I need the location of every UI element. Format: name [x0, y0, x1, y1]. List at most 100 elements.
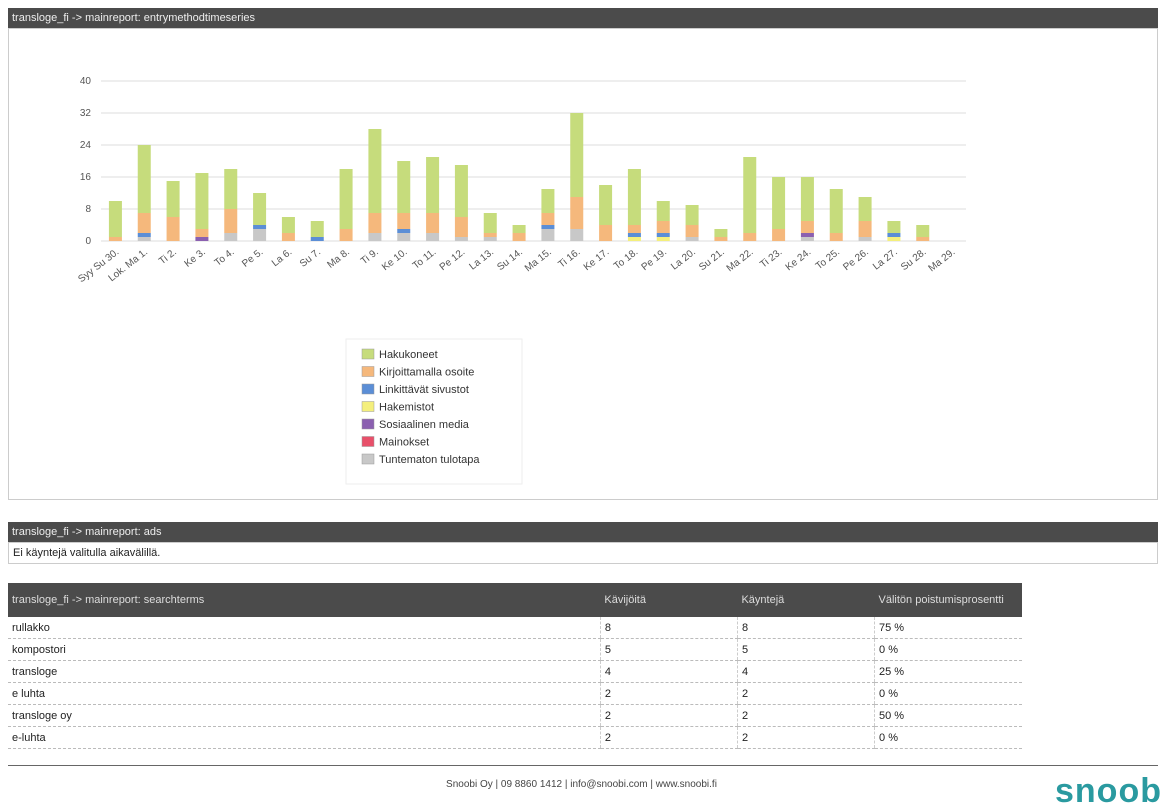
- bar-segment: [858, 237, 872, 241]
- table-cell: e-luhta: [8, 726, 601, 749]
- x-tick-label: To 25.: [814, 247, 842, 272]
- bar-segment: [627, 169, 641, 225]
- bar-segment: [253, 225, 267, 229]
- table-row: e-luhta 2 2 0 %: [8, 726, 1022, 749]
- bar-segment: [368, 213, 382, 233]
- header-cell: Kävijöitä: [600, 583, 738, 617]
- x-tick-label: Pe 5.: [240, 247, 265, 270]
- header-cell: Käyntejä: [737, 583, 875, 617]
- table-cell: rullakko: [8, 617, 601, 639]
- table-row: e luhta 2 2 0 %: [8, 682, 1022, 705]
- bar-segment: [772, 177, 786, 229]
- table-cell: 50 %: [874, 704, 1022, 727]
- bar-segment: [512, 225, 526, 233]
- bar-segment: [426, 157, 440, 213]
- table-cell: 4: [599, 660, 738, 683]
- bar-segment: [224, 209, 238, 233]
- y-tick-label: 0: [85, 236, 91, 247]
- bar-segment: [108, 201, 122, 237]
- x-tick-label: Pe 19.: [640, 247, 670, 273]
- table-cell: transloge oy: [8, 704, 601, 727]
- table-cell: e luhta: [8, 682, 601, 705]
- bar-segment: [426, 213, 440, 233]
- table-cell: 25 %: [874, 660, 1022, 683]
- legend-label: Kirjoittamalla osoite: [379, 367, 474, 379]
- bar-segment: [916, 237, 930, 241]
- x-tick-label: Ma 15.: [523, 247, 554, 274]
- logo: snoobi: [1055, 772, 1163, 810]
- bar-segment: [627, 237, 641, 241]
- legend-swatch: [361, 383, 375, 395]
- bar-segment: [800, 237, 814, 241]
- bar-segment: [772, 229, 786, 241]
- bar-segment: [656, 201, 670, 221]
- table-cell: 2: [599, 726, 738, 749]
- bar-segment: [800, 221, 814, 233]
- table-cell: 2: [736, 704, 875, 727]
- table-cell: 0 %: [874, 682, 1022, 705]
- bar-segment: [887, 237, 901, 241]
- x-tick-label: Ke 24.: [784, 247, 814, 273]
- bar-segment: [743, 157, 757, 233]
- bar-segment: [195, 229, 209, 237]
- x-tick-label: La 6.: [270, 247, 294, 269]
- bar-segment: [685, 225, 699, 237]
- bar-segment: [570, 229, 584, 241]
- legend-swatch: [361, 418, 375, 430]
- table-cell: 4: [736, 660, 875, 683]
- bar-segment: [483, 233, 497, 237]
- legend-swatch: [361, 366, 375, 377]
- x-tick-label: Su 28.: [899, 247, 929, 273]
- bar-segment: [368, 129, 382, 213]
- x-tick-label: Ma 29.: [927, 247, 958, 274]
- legend-label: Linkittävät sivustot: [379, 384, 469, 396]
- footer-rule: [8, 765, 1158, 766]
- bar-segment: [512, 233, 526, 241]
- bar-segment: [166, 181, 180, 217]
- bar-segment: [368, 233, 382, 241]
- bar-segment: [454, 217, 468, 237]
- bar-segment: [224, 169, 238, 209]
- x-tick-label: To 18.: [612, 247, 640, 272]
- bar-segment: [224, 233, 238, 241]
- legend-label: Mainokset: [379, 437, 429, 449]
- bar-segment: [829, 233, 843, 241]
- bar-segment: [108, 237, 122, 241]
- legend-swatch: [361, 348, 375, 360]
- bar-segment: [800, 177, 814, 221]
- bar-segment: [137, 233, 151, 237]
- bar-segment: [685, 205, 699, 225]
- bar-segment: [397, 233, 411, 241]
- table-cell: 5: [599, 638, 738, 661]
- y-tick-label: 16: [80, 172, 92, 183]
- table-cell: 75 %: [874, 617, 1022, 639]
- bar-segment: [656, 233, 670, 237]
- table-row: transloge oy 2 2 50 %: [8, 704, 1022, 727]
- bar-segment: [829, 189, 843, 233]
- bar-segment: [166, 217, 180, 241]
- bar-segment: [281, 217, 295, 233]
- table-cell: transloge: [8, 660, 601, 683]
- bar-segment: [483, 213, 497, 233]
- header-row: transloge_fi -> mainreport: searchterms K…: [8, 583, 1022, 617]
- bar-segment: [195, 173, 209, 229]
- bar-segment: [397, 213, 411, 229]
- bar-segment: [310, 237, 324, 241]
- bar-segment: [599, 225, 613, 241]
- table-cell: 8: [599, 617, 738, 639]
- message: Ei käyntejä valitulla aikavälillä.: [8, 542, 1158, 564]
- table-row: kompostori 5 5 0 %: [8, 638, 1022, 661]
- x-tick-label: Ti 2.: [157, 247, 179, 267]
- footer-text: Snoobi Oy | 09 8860 1412 | info@snoobi.c…: [446, 779, 717, 790]
- bar-segment: [310, 221, 324, 237]
- x-tick-label: Ma 8.: [325, 247, 351, 271]
- bar-segment: [887, 233, 901, 237]
- y-tick-label: 40: [80, 76, 92, 87]
- x-tick-label: Su 14.: [495, 247, 525, 273]
- bar-segment: [570, 113, 584, 197]
- chart-panel: 0 8 16 24 32 40 Syy Su 30. Lok. Ma 1. Ti 2. Ke 3.…: [8, 28, 1158, 500]
- table-cell: 0 %: [874, 638, 1022, 661]
- section-header: transloge_fi -> mainreport: entrymethodt…: [8, 8, 1158, 28]
